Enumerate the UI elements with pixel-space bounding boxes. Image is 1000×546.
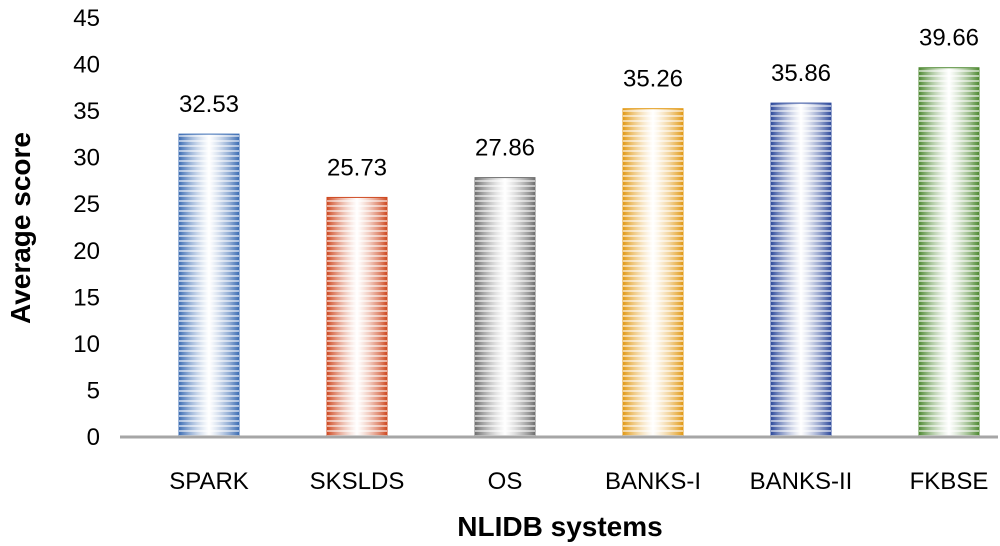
data-label-skslds: 25.73 bbox=[327, 154, 387, 181]
y-tick-label: 40 bbox=[73, 52, 100, 79]
data-label-banks-ii: 35.86 bbox=[771, 60, 831, 87]
data-label-os: 27.86 bbox=[475, 135, 535, 162]
y-tick-label: 15 bbox=[73, 284, 100, 311]
x-axis-title: NLIDB systems bbox=[457, 511, 662, 542]
bar-stripes-fkbse bbox=[919, 67, 979, 437]
bars: 32.53 25.73 27.86 35.26 35.86 39.66 bbox=[178, 25, 980, 438]
category-label-spark: SPARK bbox=[169, 468, 249, 495]
category-label-os: OS bbox=[488, 468, 523, 495]
y-tick-label: 10 bbox=[73, 331, 100, 358]
y-axis-ticks: 0 5 10 15 20 25 30 35 40 45 bbox=[73, 5, 100, 451]
category-label-fkbse: FKBSE bbox=[910, 468, 989, 495]
y-tick-label: 5 bbox=[87, 377, 100, 404]
y-tick-label: 35 bbox=[73, 98, 100, 125]
y-tick-label: 30 bbox=[73, 145, 100, 172]
bar-stripes-skslds bbox=[327, 197, 387, 437]
y-tick-label: 45 bbox=[73, 5, 100, 32]
bar-stripes-os bbox=[475, 177, 535, 437]
category-label-skslds: SKSLDS bbox=[310, 468, 405, 495]
y-tick-label: 20 bbox=[73, 238, 100, 265]
category-label-banks-i: BANKS-I bbox=[605, 468, 701, 495]
bar-stripes-banks-i bbox=[623, 108, 683, 438]
data-label-banks-i: 35.26 bbox=[623, 66, 683, 93]
y-tick-label: 25 bbox=[73, 191, 100, 218]
data-label-spark: 32.53 bbox=[179, 91, 239, 118]
x-axis-tick-labels: SPARK SKSLDS OS BANKS-I BANKS-II FKBSE bbox=[169, 468, 988, 495]
bar-stripes-banks-ii bbox=[771, 103, 831, 438]
y-tick-label: 0 bbox=[87, 424, 100, 451]
category-label-banks-ii: BANKS-II bbox=[750, 468, 853, 495]
y-axis-title: Average score bbox=[5, 132, 36, 324]
bar-stripes-spark bbox=[179, 134, 239, 437]
data-label-fkbse: 39.66 bbox=[919, 25, 979, 52]
